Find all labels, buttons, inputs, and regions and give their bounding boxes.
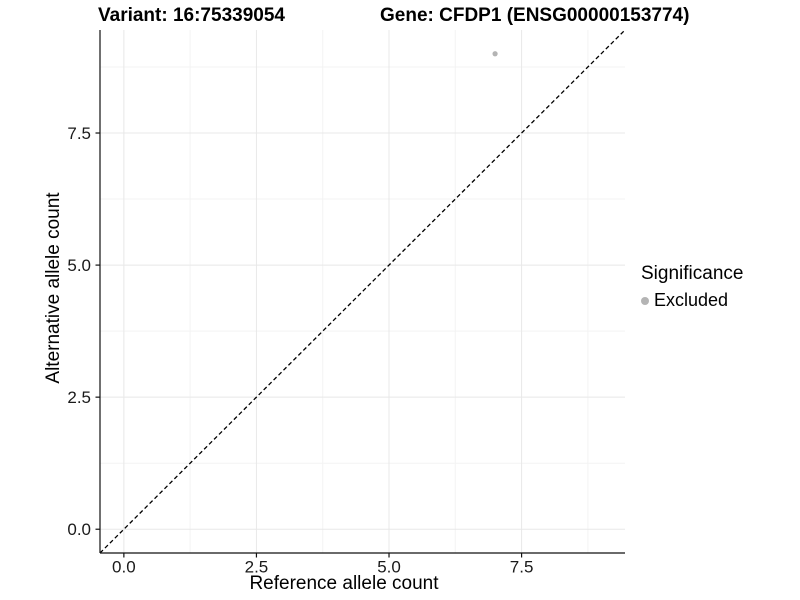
excluded-point-icon (641, 296, 649, 305)
legend-item-excluded: Excluded (641, 290, 743, 311)
x-tick-label: 7.5 (510, 558, 534, 577)
legend-item-label: Excluded (654, 290, 729, 310)
data-point (492, 51, 498, 57)
legend-title: Significance (641, 263, 744, 284)
x-axis-title: Reference allele count (249, 573, 439, 594)
gene-title: Gene: CFDP1 (ENSG00000153774) (380, 5, 690, 26)
identity-line (99, 29, 626, 554)
variant-title: Variant: 16:75339054 (98, 5, 285, 26)
y-tick-label: 5.0 (67, 256, 91, 275)
x-tick-label: 0.0 (112, 558, 136, 577)
x-tick-label: 5.0 (377, 558, 401, 577)
y-tick-label: 7.5 (67, 124, 91, 143)
legend: Significance Excluded (641, 263, 743, 311)
y-axis-title: Alternative allele count (43, 192, 64, 384)
y-tick-label: 0.0 (67, 520, 91, 539)
x-tick-label: 2.5 (245, 558, 269, 577)
y-tick-label: 2.5 (67, 388, 91, 407)
